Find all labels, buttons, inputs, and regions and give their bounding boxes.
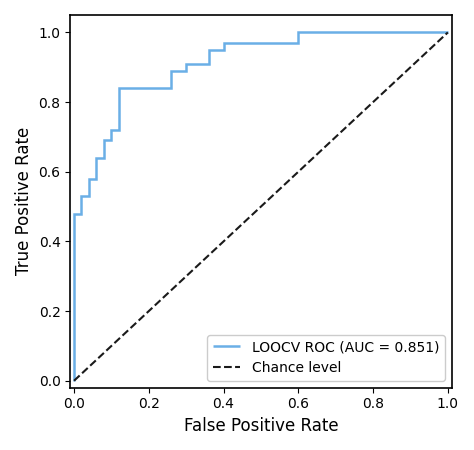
LOOCV ROC (AUC = 0.851) — [168, 68, 174, 73]
LOOCV ROC (AUC = 0.851) — [445, 30, 451, 35]
LOOCV ROC (AUC = 0.851) — [101, 155, 107, 161]
LOOCV ROC (AUC = 0.851) — [340, 30, 346, 35]
LOOCV ROC (AUC = 0.851) — [86, 194, 92, 199]
LOOCV ROC (AUC = 0.851) — [79, 194, 84, 199]
LOOCV ROC (AUC = 0.851) — [93, 155, 99, 161]
LOOCV ROC (AUC = 0.851) — [295, 40, 301, 45]
LOOCV ROC (AUC = 0.851) — [86, 176, 92, 181]
Y-axis label: True Positive Rate: True Positive Rate — [15, 127, 33, 275]
LOOCV ROC (AUC = 0.851) — [109, 127, 114, 133]
LOOCV ROC (AUC = 0.851) — [295, 30, 301, 35]
LOOCV ROC (AUC = 0.851) — [71, 378, 77, 383]
LOOCV ROC (AUC = 0.851) — [101, 138, 107, 143]
LOOCV ROC (AUC = 0.851) — [183, 61, 189, 67]
LOOCV ROC (AUC = 0.851) — [221, 47, 227, 53]
X-axis label: False Positive Rate: False Positive Rate — [183, 417, 338, 435]
Line: LOOCV ROC (AUC = 0.851): LOOCV ROC (AUC = 0.851) — [74, 32, 448, 381]
Legend: LOOCV ROC (AUC = 0.851), Chance level: LOOCV ROC (AUC = 0.851), Chance level — [207, 335, 445, 381]
LOOCV ROC (AUC = 0.851) — [340, 30, 346, 35]
LOOCV ROC (AUC = 0.851) — [221, 40, 227, 45]
LOOCV ROC (AUC = 0.851) — [71, 211, 77, 216]
LOOCV ROC (AUC = 0.851) — [116, 86, 122, 91]
LOOCV ROC (AUC = 0.851) — [79, 211, 84, 216]
LOOCV ROC (AUC = 0.851) — [116, 127, 122, 133]
LOOCV ROC (AUC = 0.851) — [93, 176, 99, 181]
LOOCV ROC (AUC = 0.851) — [168, 86, 174, 91]
LOOCV ROC (AUC = 0.851) — [206, 47, 211, 53]
LOOCV ROC (AUC = 0.851) — [183, 68, 189, 73]
LOOCV ROC (AUC = 0.851) — [109, 138, 114, 143]
LOOCV ROC (AUC = 0.851) — [206, 61, 211, 67]
